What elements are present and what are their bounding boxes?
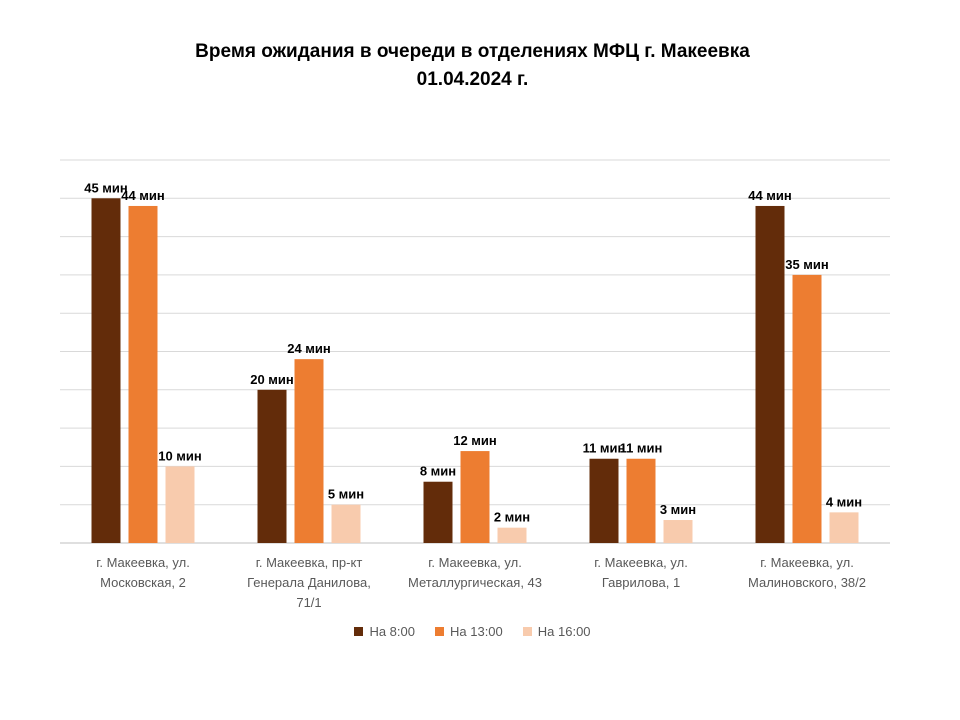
bar [294, 359, 324, 543]
bar [165, 466, 195, 543]
bar [589, 458, 619, 543]
bar [128, 205, 158, 543]
data-label: 24 мин [287, 341, 331, 356]
data-label: 2 мин [494, 510, 530, 525]
legend-item: На 8:00 [354, 624, 415, 639]
category-label: г. Макеевка, пр-кт Генерала Данилова, 71… [247, 555, 371, 610]
data-label: 3 мин [660, 502, 696, 517]
bar [460, 451, 490, 543]
category-label: г. Макеевка, ул. Гаврилова, 1 [594, 555, 688, 590]
legend-item: На 13:00 [435, 624, 503, 639]
data-label: 11 мин [620, 441, 663, 456]
legend-swatch [354, 627, 364, 636]
data-label: 20 мин [250, 372, 294, 387]
bar [663, 520, 693, 543]
data-label: 8 мин [420, 464, 456, 479]
bar [626, 458, 656, 543]
data-label: 4 мин [826, 494, 862, 509]
category-label: г. Макеевка, ул. Металлургическая, 43 [408, 555, 542, 590]
data-label: 44 мин [121, 188, 165, 203]
data-label: 44 мин [748, 188, 792, 203]
legend: На 8:00 На 13:00 На 16:00 [0, 624, 945, 639]
category-label: г. Макеевка, ул. Малиновского, 38/2 [748, 555, 866, 590]
bar [257, 389, 287, 543]
chart-subtitle: 01.04.2024 г. [416, 69, 529, 90]
bar [792, 274, 822, 543]
data-label: 5 мин [328, 487, 364, 502]
legend-swatch [435, 627, 444, 636]
data-label: 10 мин [158, 448, 202, 463]
legend-label: На 13:00 [450, 624, 503, 639]
bar [829, 512, 859, 543]
legend-swatch [522, 627, 532, 636]
data-label: 35 мин [785, 257, 829, 272]
legend-item: На 16:00 [522, 624, 591, 639]
data-label: 11 мин [583, 441, 626, 456]
category-label: г. Макеевка, ул. Московская, 2 [96, 555, 190, 590]
chart-title: Время ожидания в очереди в отделениях МФ… [195, 41, 750, 62]
data-label: 12 мин [453, 433, 497, 448]
bar [423, 481, 453, 543]
legend-label: На 16:00 [537, 624, 591, 639]
bar [755, 205, 785, 543]
bar [331, 504, 361, 543]
bar [91, 198, 121, 544]
legend-label: На 8:00 [369, 624, 415, 639]
bar [497, 527, 527, 543]
data-label: 45 мин [84, 180, 128, 195]
